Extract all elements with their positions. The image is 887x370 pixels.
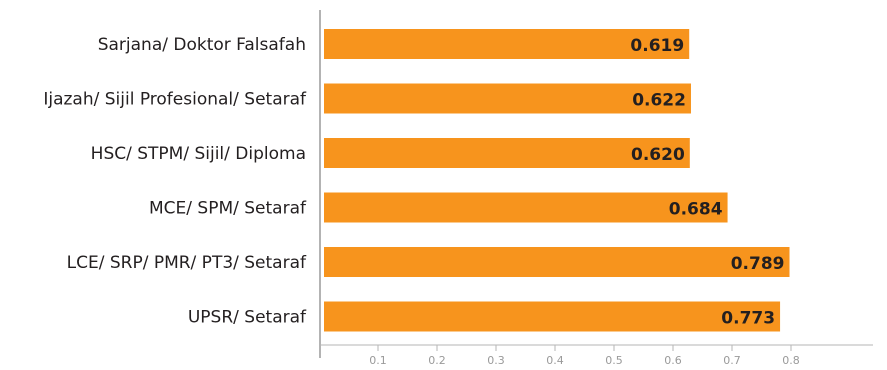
category-label: LCE/ SRP/ PMR/ PT3/ Setaraf xyxy=(67,253,307,273)
x-tick-label: 0.2 xyxy=(428,354,446,367)
data-label: 0.684 xyxy=(669,200,723,220)
value-labels: 0.619 0.622 0.620 0.684 0.789 0.773 xyxy=(630,36,784,329)
bar-5 xyxy=(324,301,781,332)
category-label: Ijazah/ Sijil Profesional/ Setaraf xyxy=(43,90,307,110)
bar-1 xyxy=(324,83,691,114)
x-tick-label: 0.7 xyxy=(723,354,741,367)
category-label: UPSR/ Setaraf xyxy=(188,308,307,328)
data-label: 0.773 xyxy=(721,309,775,329)
x-tick-label: 0.1 xyxy=(369,354,387,367)
bar-3 xyxy=(324,192,728,223)
data-label: 0.619 xyxy=(630,36,684,56)
x-tick-label: 0.6 xyxy=(664,354,682,367)
category-labels: Sarjana/ Doktor Falsafah Ijazah/ Sijil Pr… xyxy=(43,35,307,328)
category-label: Sarjana/ Doktor Falsafah xyxy=(98,35,306,55)
category-label: MCE/ SPM/ Setaraf xyxy=(149,199,307,219)
x-tick-label: 0.4 xyxy=(546,354,564,367)
bar-2 xyxy=(324,138,690,168)
category-label: HSC/ STPM/ Sijil/ Diploma xyxy=(91,144,306,164)
bar-0 xyxy=(324,29,690,59)
data-label: 0.620 xyxy=(631,145,685,165)
x-tick-label: 0.5 xyxy=(605,354,623,367)
bar-4 xyxy=(324,247,790,277)
data-label: 0.789 xyxy=(731,254,785,274)
x-tick-label: 0.3 xyxy=(487,354,505,367)
data-label: 0.622 xyxy=(632,91,686,111)
bars-group xyxy=(324,29,790,332)
x-tick-label: 0.8 xyxy=(782,354,800,367)
axes: 0.1 0.2 0.3 0.4 0.5 0.6 0.7 0.8 xyxy=(319,10,873,367)
